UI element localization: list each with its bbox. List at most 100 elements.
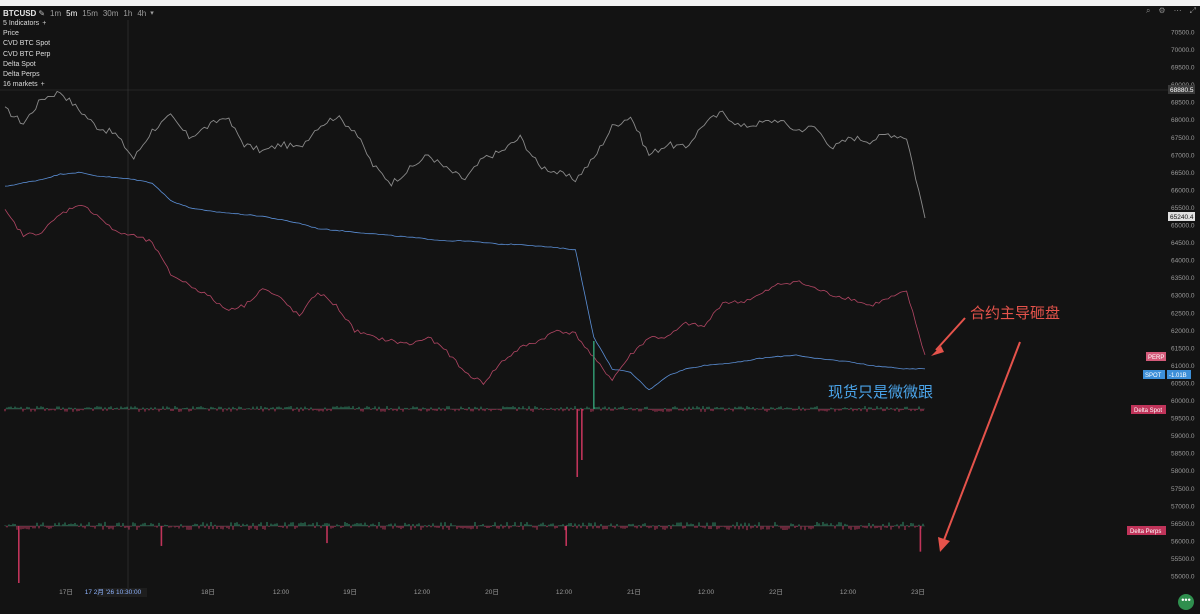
perp-tag: PERP: [1148, 355, 1164, 361]
maximize-icon[interactable]: ⤢: [1189, 6, 1196, 15]
y-tick-label: 63500.0: [1171, 275, 1195, 282]
markets-count: 16 markets: [3, 81, 38, 89]
arrow-head-delta-icon: [938, 537, 950, 552]
timeframe-4h[interactable]: 4h: [137, 8, 147, 18]
legend-item-delta-perps[interactable]: Delta Perps: [3, 71, 40, 79]
more-icon[interactable]: ⋯: [1173, 6, 1182, 15]
x-tick-label: 19日: [343, 588, 357, 596]
spot-annotation: 现货只是微微跟: [828, 384, 933, 401]
perp-tag-bg: [1146, 352, 1166, 361]
x-tick-label: 22日: [769, 588, 783, 596]
y-tick-label: 63000.0: [1171, 293, 1195, 300]
x-tick-label: 17日: [59, 588, 73, 596]
legend-item-cvd-perp[interactable]: CVD BTC Perp: [3, 50, 51, 58]
series-line-cvd-btc-perp: [4, 205, 926, 386]
delta-spot-tag-bg: [1131, 405, 1166, 414]
crosshair-time-bg: [97, 588, 147, 597]
annotations: 合约主导砸盘 现货只是微微跟: [828, 304, 1060, 552]
timeframe-1h[interactable]: 1h: [123, 8, 133, 18]
markets-header[interactable]: 16 markets +: [3, 80, 50, 90]
spot-value: -1.01B: [1169, 373, 1187, 379]
delta-perps-tag: Delta Perps: [1130, 529, 1161, 535]
current-price-tag-bg: [1168, 212, 1195, 221]
y-tick-label: 60500.0: [1171, 380, 1195, 387]
y-tick-label: 56500.0: [1171, 521, 1195, 528]
spot-tag: SPOT: [1145, 373, 1162, 379]
y-tick-label: 65500.0: [1171, 205, 1195, 212]
timeframe-30m[interactable]: 30m: [102, 8, 119, 18]
add-indicator-icon[interactable]: +: [42, 20, 47, 27]
y-tick-label: 61500.0: [1171, 345, 1195, 352]
timeframe-15m[interactable]: 15m: [82, 8, 98, 18]
x-tick-label: 12:00: [698, 589, 715, 596]
last-high-tag-bg: [1168, 85, 1195, 94]
spot-value-bg: [1167, 370, 1191, 379]
y-tick-label: 59500.0: [1171, 416, 1195, 423]
chart-toolbar: BTCUSD ✎ 1m 5m 15m 30m 1h 4h ▾ ⌕ ⚙ ⋯ ⤢: [0, 6, 1200, 20]
delta-spot-tag: Delta Spot: [1134, 408, 1162, 414]
y-tick-label: 64500.0: [1171, 240, 1195, 247]
perp-annotation: 合约主导砸盘: [970, 304, 1060, 322]
y-tick-label: 59000.0: [1171, 433, 1195, 440]
x-tick-label: 21日: [627, 588, 641, 596]
x-axis: 17日 17 2月 '26 10:30:00 18日 12:00 19日 12:00 20日…: [59, 588, 925, 597]
y-tick-label: 62000.0: [1171, 328, 1195, 335]
y-tick-label: 65000.0: [1171, 223, 1195, 230]
x-tick-label: 12:00: [273, 589, 290, 596]
y-tick-label: 67000.0: [1171, 152, 1195, 159]
series-layer: [4, 90, 926, 391]
more-options-button[interactable]: •••: [1178, 594, 1194, 610]
indicator-legend: 5 Indicators + Price CVD BTC Spot CVD BTC…: [3, 19, 50, 90]
legend-item-cvd-spot[interactable]: CVD BTC Spot: [3, 40, 51, 48]
series-line-cvd-btc-spot: [4, 171, 926, 391]
x-tick-label: 18日: [201, 588, 215, 596]
y-tick-label: 61000.0: [1171, 363, 1195, 370]
y-tick-label: 55000.0: [1171, 574, 1195, 581]
y-tick-label: 68000.0: [1171, 117, 1195, 124]
y-tick-label: 58500.0: [1171, 451, 1195, 458]
y-tick-label: 64000.0: [1171, 258, 1195, 265]
x-tick-label: 12:00: [414, 589, 431, 596]
settings-icon[interactable]: ⚙: [1158, 6, 1166, 15]
y-tick-label: 66500.0: [1171, 170, 1195, 177]
timeframe-1m[interactable]: 1m: [50, 8, 62, 18]
y-tick-label: 56000.0: [1171, 538, 1195, 545]
delta-perps-tag-bg: [1127, 526, 1166, 535]
search-icon[interactable]: ⌕: [1145, 6, 1151, 15]
y-tick-label: 69500.0: [1171, 65, 1195, 72]
y-tick-label: 66000.0: [1171, 187, 1195, 194]
delta-layer: [4, 341, 925, 583]
x-tick-label: 12:00: [556, 589, 573, 596]
price-tags: 68880.5 65240.4 PERP SPOT -1.01B Delta S…: [1127, 85, 1195, 535]
y-tick-label: 68500.0: [1171, 100, 1195, 107]
timeframe-5m[interactable]: 5m: [66, 8, 78, 18]
series-line-price: [4, 90, 926, 219]
add-market-icon[interactable]: +: [40, 81, 45, 89]
browser-top-strip: [0, 0, 1200, 6]
y-tick-label: 70000.0: [1171, 47, 1195, 54]
arrow-head-perp-icon: [931, 346, 944, 356]
legend-item-delta-spot[interactable]: Delta Spot: [3, 60, 36, 68]
y-tick-label: 60000.0: [1171, 398, 1195, 405]
legend-item-price[interactable]: Price: [3, 30, 19, 38]
indicators-count: 5 Indicators: [3, 20, 40, 27]
symbol-label[interactable]: BTCUSD: [3, 8, 37, 18]
indicators-header[interactable]: 5 Indicators +: [3, 19, 50, 29]
x-tick-label: 20日: [485, 588, 499, 596]
current-price-tag: 65240.4: [1170, 214, 1194, 221]
crosshair-time-label: 17 2月 '26 10:30:00: [85, 588, 142, 596]
y-tick-label: 58000.0: [1171, 468, 1195, 475]
arrow-to-delta-line: [943, 341, 1021, 541]
y-tick-label: 62500.0: [1171, 310, 1195, 317]
chevron-down-icon[interactable]: ▾: [150, 10, 154, 17]
arrow-to-perp-line: [935, 317, 966, 351]
pen-icon[interactable]: ✎: [38, 8, 46, 18]
y-axis: 70500.070000.069500.069000.068500.068000…: [1171, 30, 1195, 581]
y-tick-label: 67500.0: [1171, 135, 1195, 142]
y-tick-label: 55500.0: [1171, 556, 1195, 563]
y-tick-label: 57500.0: [1171, 486, 1195, 493]
y-tick-label: 57000.0: [1171, 503, 1195, 510]
x-tick-label: 23日: [911, 588, 925, 596]
